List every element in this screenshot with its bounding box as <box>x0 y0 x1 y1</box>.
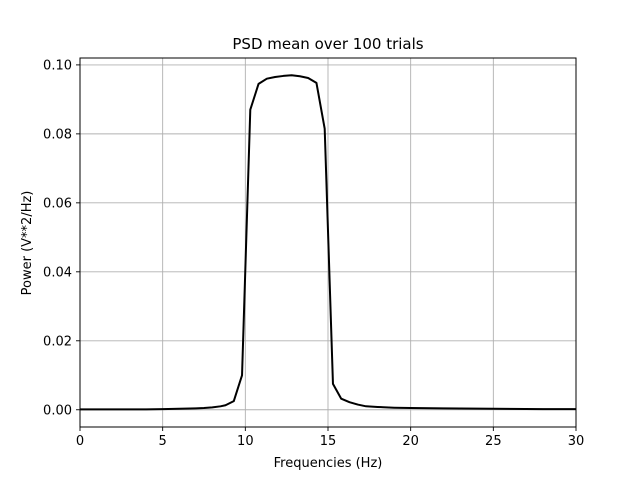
line-layer <box>80 74 576 411</box>
psd-series-line <box>80 74 576 411</box>
y-tick-label: 0.04 <box>43 265 72 280</box>
x-tick-label: 20 <box>402 434 419 449</box>
x-tick-label: 0 <box>76 434 84 449</box>
x-axis-label: Frequencies (Hz) <box>274 456 383 471</box>
y-tick-label: 0.08 <box>43 127 72 142</box>
x-tick-label: 5 <box>159 434 167 449</box>
chart-title: PSD mean over 100 trials <box>232 35 423 53</box>
y-axis-label: Power (V**2/Hz) <box>20 191 35 296</box>
y-tick-label: 0.06 <box>43 196 72 211</box>
x-tick-label: 15 <box>320 434 337 449</box>
x-tick-label: 10 <box>237 434 254 449</box>
y-tick-label: 0.00 <box>43 403 72 418</box>
grid-layer <box>79 58 577 427</box>
ticks-layer: 0 5 10 15 20 25 30 0.00 0.02 0.04 0.06 0.08 0.10 <box>43 58 584 449</box>
x-tick-label: 25 <box>485 434 502 449</box>
y-tick-label: 0.02 <box>43 334 72 349</box>
x-tick-label: 30 <box>568 434 585 449</box>
y-tick-label: 0.10 <box>43 58 72 73</box>
